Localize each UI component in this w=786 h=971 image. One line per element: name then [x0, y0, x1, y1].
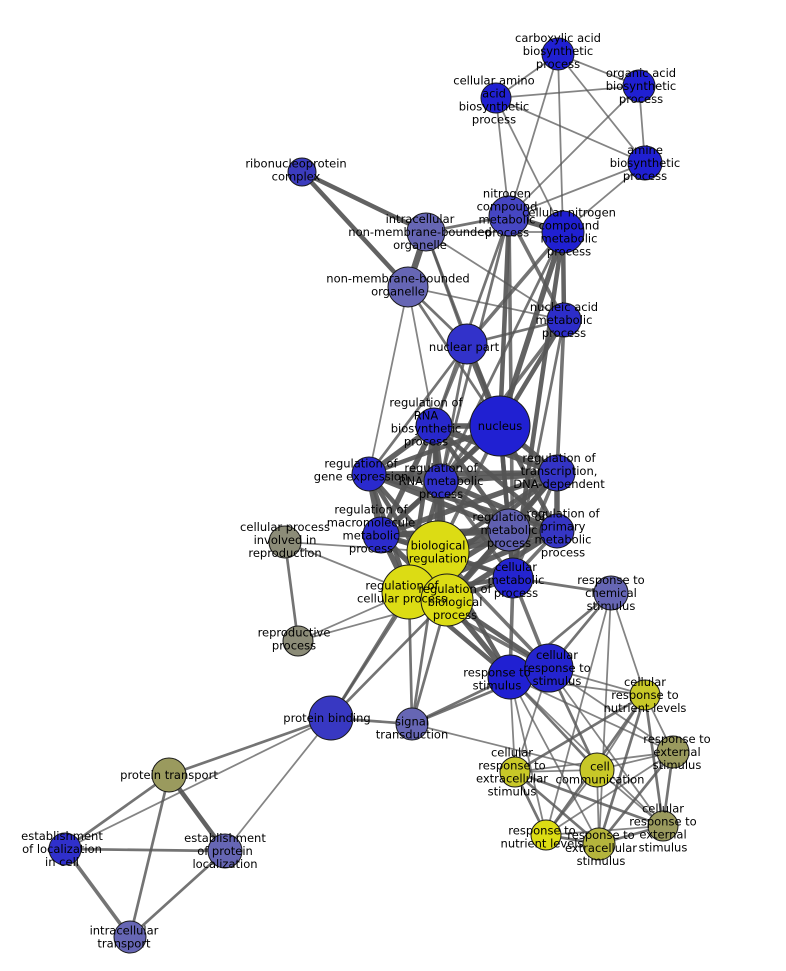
graph-node[interactable]: protein transport — [151, 757, 187, 793]
graph-edge — [63, 847, 132, 939]
graph-edge — [508, 53, 559, 217]
graph-node[interactable]: cell communication — [579, 752, 615, 788]
graph-edge — [597, 693, 647, 846]
graph-edge — [548, 667, 674, 753]
graph-edge — [167, 716, 333, 777]
graph-node[interactable]: regulation of RNA metabolic process — [423, 463, 459, 499]
graph-edge — [545, 592, 612, 836]
graph-node[interactable]: cellular response to nutrient levels — [629, 679, 661, 711]
graph-node[interactable]: cellular amino acid biosynthetic process — [480, 82, 512, 114]
graph-node[interactable]: response to extracellular stimulus — [582, 827, 616, 861]
graph-edge — [557, 53, 564, 233]
graph-node[interactable]: cellular metabolic process — [492, 557, 534, 599]
graph-edge — [299, 169, 429, 235]
graph-node[interactable]: carboxylic acid biosynthetic process — [541, 37, 575, 71]
graph-edge — [439, 342, 469, 483]
graph-edge — [411, 723, 598, 771]
graph-edge — [425, 231, 565, 321]
nodes-layer[interactable]: carboxylic acid biosynthetic process orga… — [48, 37, 690, 954]
graph-node[interactable]: cellular response to extracellular stimu… — [499, 756, 531, 788]
graph-edge — [64, 717, 332, 850]
graph-node[interactable]: cellular nitrogen compound metabolic pro… — [541, 210, 585, 254]
graph-edge — [495, 97, 564, 233]
graph-node[interactable]: organic acid biosynthetic process — [622, 69, 656, 103]
graph-edge — [548, 667, 664, 827]
graph-node[interactable]: regulation of RNA biosynthetic process — [415, 407, 453, 445]
graph-edge — [128, 849, 227, 939]
graph-edge — [63, 773, 171, 851]
graph-node[interactable]: nucleic acid metabolic process — [546, 302, 582, 338]
graph-node[interactable]: nuclear part — [446, 323, 488, 365]
graph-node[interactable]: regulation of primary metabolic process — [539, 513, 575, 549]
graph-edge — [299, 169, 411, 290]
graph-node[interactable]: non-membrane-bounded organelle — [387, 266, 429, 308]
graph-edge — [555, 318, 566, 475]
graph-edge — [407, 286, 435, 427]
graph-node[interactable]: response to nutrient levels — [530, 819, 562, 851]
graph-edge — [610, 592, 646, 696]
graph-node[interactable]: response to external stimulus — [656, 735, 690, 769]
graph-node[interactable]: intracellular transport — [113, 920, 147, 954]
graph-node[interactable]: cellular response to external stimulus — [647, 810, 679, 842]
graph-edge — [509, 676, 547, 836]
graph-edge — [497, 213, 512, 429]
graph-node[interactable]: regulation of gene expression — [351, 456, 387, 492]
graph-edge — [495, 85, 640, 99]
graph-edge — [509, 676, 674, 753]
graph-edge — [643, 693, 665, 828]
graph-edge — [366, 470, 560, 477]
graph-edge — [513, 693, 647, 774]
graph-node[interactable]: intracellular non-membrane-bounded organ… — [406, 212, 446, 252]
graph-node[interactable]: nucleus — [469, 395, 531, 457]
graph-node[interactable]: establishment of localization in cell — [48, 832, 82, 866]
graph-node[interactable]: nitrogen compound metabolic process — [488, 195, 530, 237]
graph-edge — [545, 751, 674, 836]
graph-edge — [557, 53, 646, 164]
graph-edge — [508, 85, 640, 217]
graph-edge — [508, 162, 646, 217]
graph-node[interactable]: cellular process involved in reproductio… — [268, 525, 302, 559]
graph-edge — [509, 676, 664, 827]
graph-node[interactable]: amine biosynthetic process — [627, 145, 663, 181]
graph-edge — [224, 717, 332, 852]
graph-node[interactable]: regulation of metabolic process — [487, 508, 531, 552]
graph-edge — [63, 847, 227, 853]
edges-layer — [63, 53, 675, 939]
graph-node[interactable]: cellular response to stimulus — [524, 643, 574, 693]
graph-edge — [128, 773, 171, 939]
graph-node[interactable]: regulation of macromolecule metabolic pr… — [362, 516, 400, 554]
graph-node[interactable]: protein binding — [308, 695, 354, 741]
graph-edge — [513, 770, 665, 828]
graph-node[interactable]: regulation of transcription, DNA-depende… — [538, 454, 576, 492]
graph-edge — [283, 540, 300, 643]
graph-node[interactable]: response to chemical stimulus — [593, 575, 629, 611]
graph-edge — [407, 286, 565, 321]
graph-node[interactable]: regulation of biological process — [420, 573, 474, 627]
graph-edge — [495, 97, 646, 164]
graph-edge — [367, 342, 469, 476]
graph-node[interactable]: reproductive process — [282, 625, 314, 657]
graph-edge — [368, 286, 409, 475]
graph-node[interactable]: ribonucleoprotein complex — [287, 157, 317, 187]
graph-edge — [509, 676, 600, 845]
graph-node[interactable]: establishment of protein localization — [207, 833, 243, 869]
graph-edge — [432, 214, 511, 428]
graph-edge — [329, 598, 449, 720]
graph-edge — [597, 750, 675, 846]
graph-node[interactable]: signal transduction — [395, 707, 429, 741]
